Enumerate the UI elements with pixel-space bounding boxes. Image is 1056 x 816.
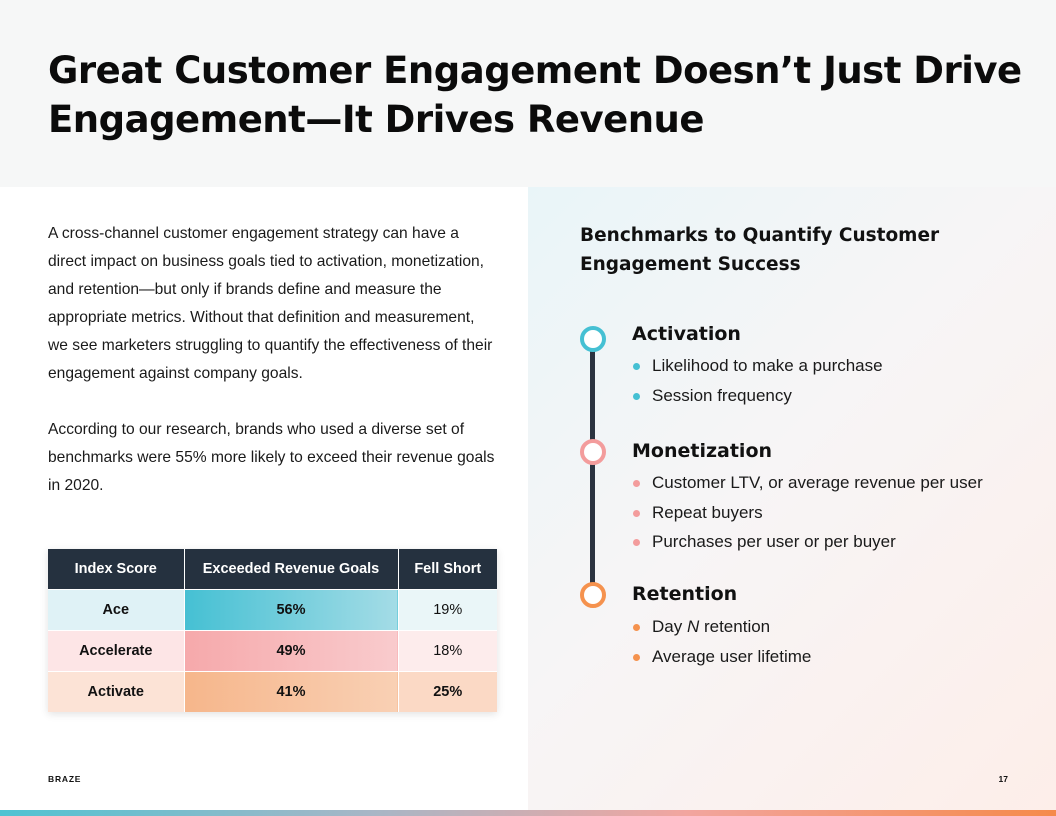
bullet-dot-icon — [633, 480, 640, 487]
intro-paragraph: A cross-channel customer engagement stra… — [48, 225, 493, 382]
list-item-text: Session frequency — [652, 385, 792, 405]
bullet-dot-icon — [633, 653, 640, 661]
section-title-retention: Retention — [632, 583, 738, 605]
page-number: 17 — [998, 774, 1008, 784]
bullet-dot-icon — [633, 509, 640, 517]
list-item: Average user lifetime — [632, 642, 1032, 672]
bullet-dot-icon — [633, 624, 640, 631]
exceeded-cell: 49% — [184, 629, 399, 671]
list-item-text: Likelihood to make a purchase — [652, 356, 883, 375]
index-score-cell: Ace — [48, 588, 185, 630]
research-paragraph: According to our research, brands who us… — [48, 421, 495, 494]
section-title-monetization: Monetization — [632, 440, 773, 462]
list-item: Purchases per user or per buyer — [632, 527, 1032, 557]
header-band: Great Customer Engagement Doesn’t Just D… — [0, 0, 1056, 187]
exceeded-cell: 56% — [184, 588, 399, 630]
benchmarks-panel — [528, 187, 1056, 810]
table-row: Activate 41% 25% — [48, 670, 497, 712]
list-item: Likelihood to make a purchase — [632, 351, 1032, 381]
list-item-text: Repeat buyers — [652, 502, 763, 522]
page-title: Great Customer Engagement Doesn’t Just D… — [48, 49, 1022, 141]
retention-list: Day N retention Average user lifetime — [632, 612, 1032, 671]
activation-ring-icon — [580, 326, 606, 352]
bullet-dot-icon — [633, 539, 640, 546]
retention-ring-icon — [580, 582, 606, 608]
section-title-activation: Activation — [632, 323, 741, 345]
bottom-gradient-bar — [0, 810, 1056, 816]
list-item-text: Day N retention — [652, 617, 771, 636]
table-row: Accelerate 49% 18% — [48, 629, 497, 671]
monetization-ring-icon — [580, 439, 606, 465]
header-fell-short: Fell Short — [398, 549, 497, 589]
list-item-text: Purchases per user or per buyer — [652, 532, 896, 551]
header-exceeded-revenue-goals: Exceeded Revenue Goals — [184, 549, 399, 589]
table-row: Ace 56% 19% — [48, 588, 497, 630]
activation-list: Likelihood to make a purchase Session fr… — [632, 351, 1032, 410]
index-score-table: Index Score Exceeded Revenue Goals Fell … — [48, 549, 497, 712]
fell-short-cell: 19% — [398, 588, 497, 630]
list-item: Session frequency — [632, 381, 1032, 411]
header-index-score: Index Score — [48, 549, 185, 589]
fell-short-cell: 25% — [398, 670, 497, 712]
benchmarks-title: Benchmarks to Quantify Customer Engageme… — [580, 225, 940, 275]
index-score-cell: Accelerate — [48, 629, 185, 671]
footer-brand: BRAZE — [48, 774, 82, 784]
list-item-text: Average user lifetime — [652, 646, 812, 666]
fell-short-cell: 18% — [398, 629, 497, 671]
list-item: Day N retention — [632, 612, 1032, 642]
exceeded-cell: 41% — [184, 670, 399, 712]
timeline-line — [590, 349, 595, 593]
table-header-row: Index Score Exceeded Revenue Goals Fell … — [48, 549, 497, 589]
list-item-text: Customer LTV, or average revenue per use… — [652, 473, 983, 492]
bullet-dot-icon — [633, 392, 640, 400]
bullet-dot-icon — [633, 363, 640, 370]
index-score-cell: Activate — [48, 670, 185, 712]
monetization-list: Customer LTV, or average revenue per use… — [632, 468, 1032, 557]
list-item: Customer LTV, or average revenue per use… — [632, 468, 1032, 498]
list-item: Repeat buyers — [632, 498, 1032, 528]
